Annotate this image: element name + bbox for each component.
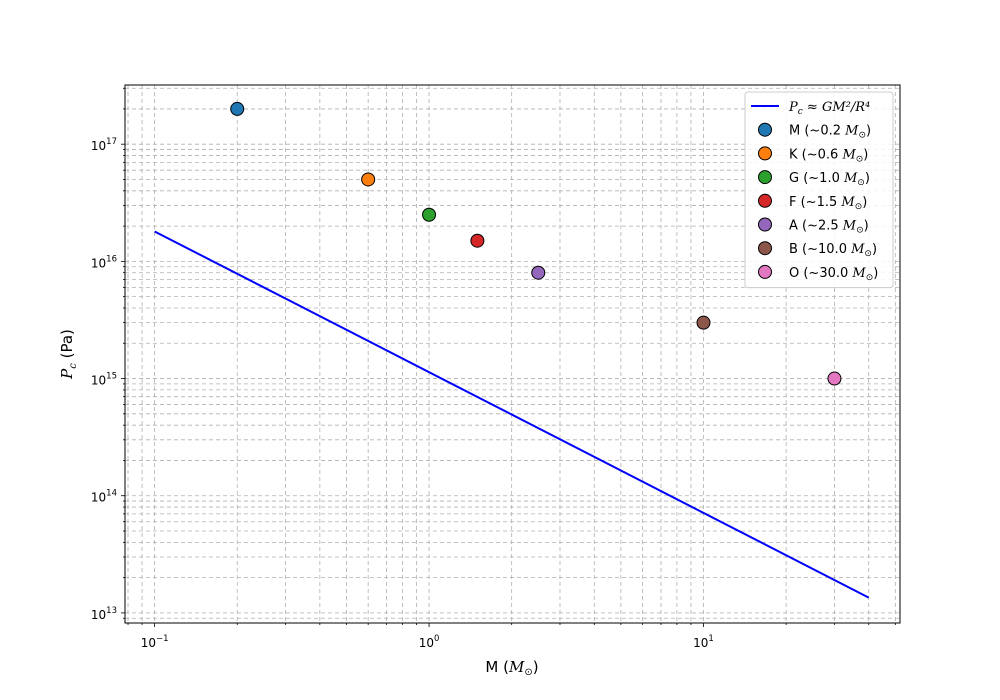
plot-frame <box>124 84 901 624</box>
legend-box <box>744 91 894 289</box>
grid-lines <box>125 85 900 623</box>
data-point <box>361 172 376 187</box>
legend-marker <box>758 193 772 208</box>
x-tick-label: 101 <box>693 634 714 650</box>
legend-marker <box>758 170 772 185</box>
x-tick-label: 100 <box>419 634 440 650</box>
y-tick-label: 1014 <box>91 489 117 505</box>
axis-ticks: 10−1 100 101 1013 1014 1015 1016 1017 <box>91 87 896 650</box>
y-tick-label: 1015 <box>91 372 117 388</box>
legend-marker <box>758 241 772 256</box>
x-tick-label: 10−1 <box>141 634 169 650</box>
legend-marker <box>758 122 772 137</box>
y-axis-label: Pc (Pa) <box>58 329 79 380</box>
y-tick-label: 1017 <box>91 137 117 153</box>
legend-label: A (~2.5 M⊙) <box>789 219 869 236</box>
legend-marker <box>758 217 772 232</box>
y-tick-label: 1016 <box>91 254 117 270</box>
legend: Pc ≈ GM²/R⁴ M (~0.2 M⊙) K (~0.6 M⊙) G (~1.0… <box>744 91 894 289</box>
data-point <box>230 101 245 116</box>
data-point <box>470 233 485 248</box>
legend-label: F (~1.5 M⊙) <box>789 195 867 212</box>
legend-label: O (~30.0 M⊙) <box>789 266 878 283</box>
reference-line <box>154 230 870 599</box>
legend-marker <box>758 146 772 161</box>
data-point <box>827 371 842 386</box>
legend-marker <box>758 264 772 279</box>
legend-label: B (~10.0 M⊙) <box>789 242 877 259</box>
legend-label: Pc ≈ GM²/R⁴ <box>788 100 870 117</box>
legend-label: G (~1.0 M⊙) <box>789 171 870 188</box>
y-tick-label: 1013 <box>91 606 117 622</box>
legend-label: M (~0.2 M⊙) <box>789 124 871 141</box>
data-point <box>696 315 711 330</box>
plot-data <box>154 101 870 599</box>
data-point <box>422 207 437 222</box>
legend-label: K (~0.6 M⊙) <box>789 147 868 164</box>
data-point <box>531 265 546 280</box>
